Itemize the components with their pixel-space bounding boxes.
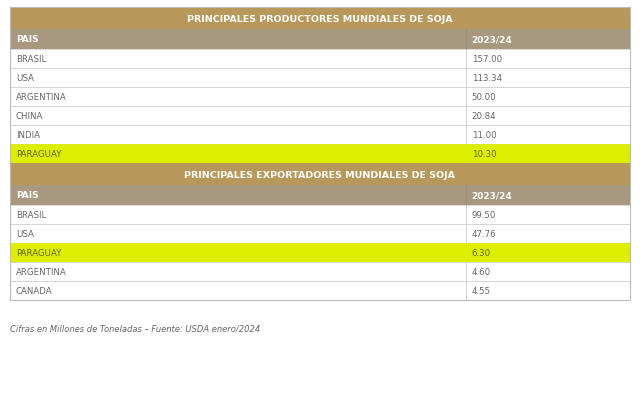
Text: 157.00: 157.00 — [472, 55, 502, 64]
Text: PAIS: PAIS — [16, 191, 38, 200]
Text: PAIS: PAIS — [16, 35, 38, 45]
Bar — [10, 107, 466, 126]
Text: USA: USA — [16, 74, 34, 83]
Bar — [466, 224, 630, 243]
Text: USA: USA — [16, 230, 34, 239]
Bar — [10, 30, 466, 50]
Bar — [466, 88, 630, 107]
Text: ARGENTINA: ARGENTINA — [16, 267, 67, 276]
Text: CHINA: CHINA — [16, 112, 44, 121]
Text: PARAGUAY: PARAGUAY — [16, 149, 61, 159]
Text: 2023/24: 2023/24 — [472, 35, 513, 45]
Bar — [466, 145, 630, 164]
Text: 4.55: 4.55 — [472, 286, 491, 295]
Bar — [466, 126, 630, 145]
Bar — [466, 281, 630, 300]
Text: PRINCIPALES EXPORTADORES MUNDIALES DE SOJA: PRINCIPALES EXPORTADORES MUNDIALES DE SO… — [184, 170, 456, 179]
Bar — [10, 145, 466, 164]
Bar — [10, 8, 630, 30]
Text: 2023/24: 2023/24 — [472, 191, 513, 200]
Bar — [466, 30, 630, 50]
Bar — [466, 262, 630, 281]
Text: Cifras en Millones de Toneladas – Fuente: USDA enero/2024: Cifras en Millones de Toneladas – Fuente… — [10, 324, 260, 333]
Text: CANADA: CANADA — [16, 286, 52, 295]
Bar — [10, 8, 630, 300]
Bar — [10, 262, 466, 281]
Text: PARAGUAY: PARAGUAY — [16, 248, 61, 257]
Bar — [10, 281, 466, 300]
Text: ARGENTINA: ARGENTINA — [16, 93, 67, 102]
Text: 10.30: 10.30 — [472, 149, 497, 159]
Bar — [466, 205, 630, 224]
Bar — [10, 126, 466, 145]
Text: 11.00: 11.00 — [472, 131, 497, 140]
Text: 113.34: 113.34 — [472, 74, 502, 83]
Bar — [10, 243, 466, 262]
Bar — [10, 69, 466, 88]
Bar — [10, 205, 466, 224]
Bar — [466, 50, 630, 69]
Bar — [10, 88, 466, 107]
Bar — [466, 185, 630, 205]
Text: 4.60: 4.60 — [472, 267, 491, 276]
Text: BRASIL: BRASIL — [16, 211, 46, 220]
Text: PRINCIPALES PRODUCTORES MUNDIALES DE SOJA: PRINCIPALES PRODUCTORES MUNDIALES DE SOJ… — [187, 15, 453, 23]
Text: 6.30: 6.30 — [472, 248, 491, 257]
Text: 99.50: 99.50 — [472, 211, 496, 220]
Bar — [10, 185, 466, 205]
Bar — [466, 69, 630, 88]
Text: 20.84: 20.84 — [472, 112, 497, 121]
Bar — [466, 107, 630, 126]
Text: BRASIL: BRASIL — [16, 55, 46, 64]
Bar — [466, 243, 630, 262]
Text: 50.00: 50.00 — [472, 93, 497, 102]
Bar — [10, 224, 466, 243]
Text: INDIA: INDIA — [16, 131, 40, 140]
Bar — [10, 50, 466, 69]
Text: 47.76: 47.76 — [472, 230, 497, 239]
Bar — [10, 164, 630, 185]
